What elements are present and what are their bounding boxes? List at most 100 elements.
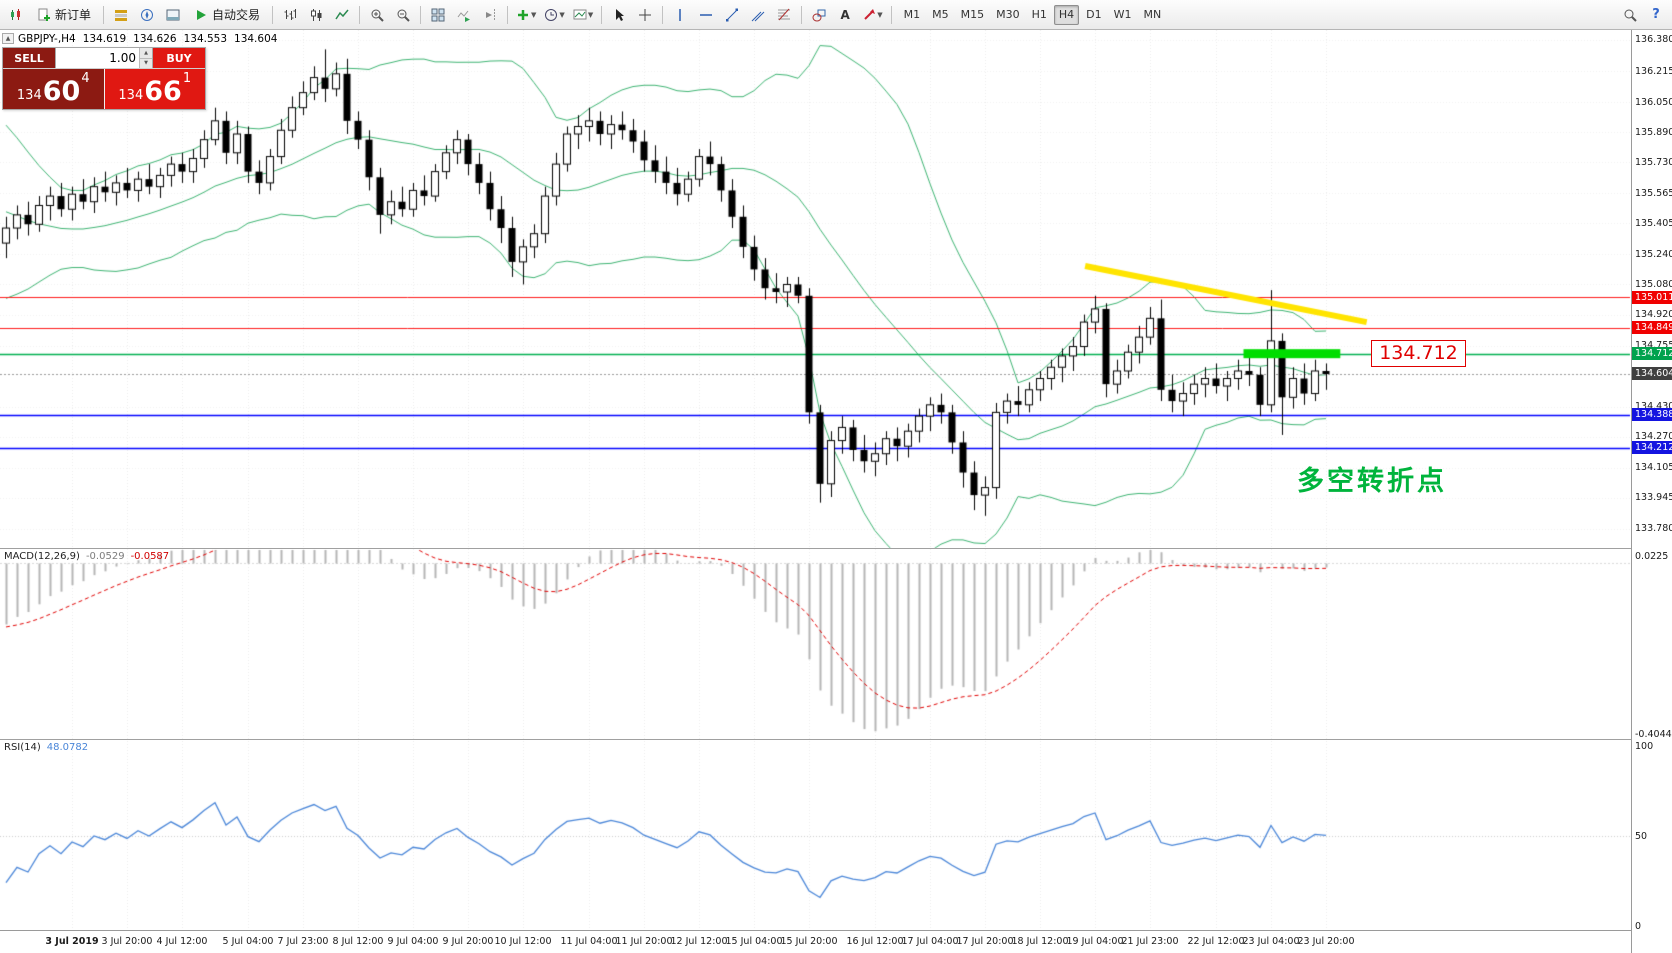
macd-panel-separator[interactable]	[0, 548, 1672, 549]
horizontal-line-button[interactable]	[694, 3, 718, 27]
zoom-out-button[interactable]	[391, 3, 415, 27]
cursor-icon	[616, 8, 625, 21]
chart-shift-button[interactable]	[478, 3, 502, 27]
zoom-out-icon	[397, 9, 410, 22]
volume-decrease-button[interactable]: ▼	[140, 58, 152, 68]
indicators-caret-icon: ▼	[531, 10, 537, 19]
bid-price-big: 60	[42, 76, 81, 107]
terminal-button[interactable]	[161, 3, 185, 27]
date-axis-label: 16 Jul 12:00	[846, 936, 904, 947]
help-button[interactable]: ?	[1644, 3, 1668, 27]
periods-button[interactable]: ▼	[541, 3, 567, 27]
ohlc-low: 134.553	[183, 33, 228, 45]
bid-price-pip: 4	[81, 71, 90, 86]
date-axis-label: 9 Jul 20:00	[442, 936, 494, 947]
date-axis-label: 8 Jul 12:00	[332, 936, 384, 947]
price-axis[interactable]: 136.380 136.215 136.050 135.890 135.730 135.5…	[1631, 30, 1672, 953]
templates-icon	[573, 9, 587, 19]
candlestick-chart-icon	[311, 8, 322, 21]
bid-price-panel[interactable]: 134 60 4	[3, 69, 105, 109]
ohlc-close: 134.604	[234, 33, 278, 45]
auto-scroll-button[interactable]	[452, 3, 476, 27]
bid-price-prefix: 134	[16, 88, 42, 103]
timeframe-button-m1[interactable]: M1	[899, 5, 926, 25]
timeframe-button-h4[interactable]: H4	[1053, 4, 1080, 25]
rsi-panel-separator[interactable]	[0, 739, 1672, 740]
new-order-button[interactable]: 新订单	[30, 3, 98, 27]
channel-icon	[751, 11, 765, 21]
templates-button[interactable]: ▼	[570, 3, 596, 27]
price-level-badge-green: 134.712	[1632, 347, 1672, 361]
horizontal-line-icon	[700, 13, 713, 16]
ask-price-pip: 1	[182, 71, 192, 86]
vertical-line-icon	[679, 8, 681, 21]
date-axis[interactable]: 3 Jul 2019 3 Jul 20:00 4 Jul 12:00 5 Jul 04…	[0, 930, 1631, 953]
trendline-button[interactable]	[720, 3, 744, 27]
rsi-value: 48.0782	[46, 742, 89, 753]
rsi-axis-tick: 0	[1635, 920, 1642, 932]
indicators-button[interactable]: ▼	[513, 3, 539, 27]
timeframe-button-m5[interactable]: M5	[927, 5, 954, 25]
shapes-button[interactable]	[807, 3, 831, 27]
vertical-line-button[interactable]	[668, 3, 692, 27]
toolbar-separator	[601, 5, 603, 24]
toolbar-separator	[359, 5, 361, 24]
timeframe-button-d1[interactable]: D1	[1081, 5, 1106, 25]
volume-increase-button[interactable]: ▲	[140, 48, 152, 59]
date-axis-label: 3 Jul 2019	[45, 936, 99, 947]
buy-button[interactable]: BUY	[153, 48, 205, 68]
zoom-in-button[interactable]	[365, 3, 389, 27]
price-axis-tick: 135.240	[1635, 248, 1672, 260]
sell-button[interactable]: SELL	[3, 48, 55, 68]
fibonacci-button[interactable]	[772, 3, 796, 27]
date-axis-label: 4 Jul 12:00	[156, 936, 208, 947]
volume-input[interactable]	[56, 48, 139, 68]
candlestick-chart-button[interactable]	[304, 3, 328, 27]
ask-price-panel[interactable]: 134 66 1	[104, 69, 205, 109]
price-axis-tick: 135.080	[1635, 278, 1672, 290]
navigator-button[interactable]	[135, 3, 159, 27]
date-axis-label: 23 Jul 20:00	[1297, 936, 1355, 947]
price-axis-tick: 135.405	[1635, 217, 1672, 229]
timeframe-button-h1[interactable]: H1	[1027, 5, 1052, 25]
tile-windows-button[interactable]	[426, 3, 450, 27]
timeframe-button-m30[interactable]: M30	[991, 5, 1025, 25]
toolbar-separator	[662, 5, 664, 24]
date-axis-label: 17 Jul 04:00	[901, 936, 959, 947]
market-watch-icon	[115, 9, 128, 21]
chart-shift-icon	[486, 8, 496, 21]
price-level-badge-red: 135.011	[1632, 290, 1672, 304]
date-axis-label: 15 Jul 20:00	[780, 936, 838, 947]
price-axis-tick: 134.430	[1635, 401, 1672, 413]
periods-caret-icon: ▼	[559, 10, 565, 19]
volume-field: ▲ ▼	[55, 48, 153, 68]
chart-annotation-text[interactable]: 多空转折点	[1297, 466, 1447, 497]
volume-spinner: ▲ ▼	[139, 48, 152, 68]
timeframe-button-w1[interactable]: W1	[1109, 5, 1137, 25]
text-button[interactable]: A	[833, 3, 857, 27]
channel-button[interactable]	[746, 3, 770, 27]
rsi-label: RSI(14) 48.0782	[4, 742, 94, 753]
market-watch-button[interactable]	[109, 3, 133, 27]
search-button[interactable]	[1618, 3, 1642, 27]
one-click-collapse-toggle[interactable]: ▲	[2, 33, 14, 44]
crosshair-button[interactable]	[633, 3, 657, 27]
price-level-badge-red: 134.849	[1632, 321, 1672, 335]
autotrading-button[interactable]: 自动交易	[187, 3, 267, 27]
arrow-tools-button[interactable]: ▼	[859, 3, 885, 27]
price-callout[interactable]: 134.712	[1371, 340, 1466, 367]
price-axis-tick: 136.215	[1635, 65, 1672, 77]
price-axis-tick: 135.890	[1635, 126, 1672, 138]
timeframe-button-mn[interactable]: MN	[1139, 5, 1167, 25]
toolbar-separator	[420, 5, 422, 24]
chart-window-button[interactable]	[4, 3, 28, 27]
rsi-axis-tick: 100	[1635, 740, 1654, 752]
toolbar-separator	[890, 5, 892, 24]
date-axis-label: 11 Jul 20:00	[615, 936, 673, 947]
line-chart-button[interactable]	[330, 3, 354, 27]
cursor-button[interactable]	[607, 3, 631, 27]
date-axis-label: 23 Jul 04:00	[1242, 936, 1300, 947]
bar-chart-button[interactable]	[278, 3, 302, 27]
timeframe-button-m15[interactable]: M15	[956, 5, 990, 25]
